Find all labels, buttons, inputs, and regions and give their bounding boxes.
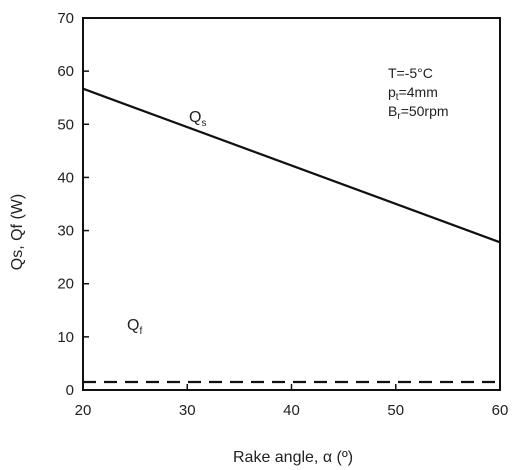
x-axis-title: Rake angle, α (º) [233, 449, 353, 466]
y-axis-title: Qs, Qf (W) [9, 194, 26, 270]
y-tick-label: 20 [57, 276, 74, 293]
y-tick-label: 40 [57, 169, 74, 186]
annotation-line: Br=50rpm [388, 103, 449, 122]
series-label-qs: Qs [189, 109, 206, 129]
series-labels: Qs Qf [127, 109, 206, 337]
x-tick-label: 20 [75, 402, 92, 419]
y-tick-label: 70 [57, 10, 74, 27]
x-tick-label: 40 [283, 402, 300, 419]
y-tick-label: 60 [57, 63, 74, 80]
annotation-line: pt=4mm [388, 84, 438, 103]
y-tick-label: 0 [66, 382, 74, 399]
plot-area-frame [82, 17, 501, 391]
y-tick-label: 30 [57, 223, 74, 240]
x-axis-ticks: 20 30 40 50 60 [75, 384, 509, 419]
series-group [82, 87, 501, 384]
series-line-qs [82, 87, 501, 244]
y-tick-label: 10 [57, 329, 74, 346]
x-tick-label: 50 [387, 402, 404, 419]
annotation-line: T=-5°C [388, 65, 433, 81]
series-label-qf: Qf [127, 317, 142, 337]
x-tick-label: 30 [179, 402, 196, 419]
y-tick-label: 50 [57, 116, 74, 133]
y-axis-ticks: 0 10 20 30 40 50 60 70 [57, 10, 89, 399]
x-tick-label: 60 [492, 402, 509, 419]
